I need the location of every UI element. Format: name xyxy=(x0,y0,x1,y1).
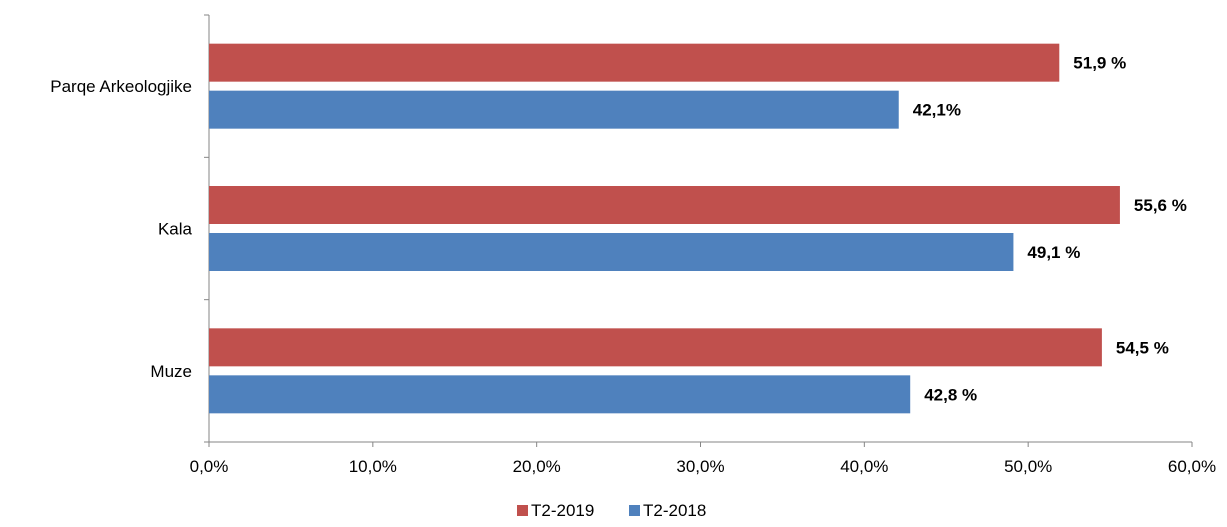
category-label: Muze xyxy=(150,362,192,381)
data-label: 54,5 % xyxy=(1116,338,1169,357)
bar-t2-2019 xyxy=(209,186,1120,224)
data-label: 49,1 % xyxy=(1027,243,1080,262)
bar-t2-2018 xyxy=(209,375,911,414)
data-label: 51,9 % xyxy=(1073,54,1126,73)
category-label: Parqe Arkeologjike xyxy=(50,77,192,96)
category-label: Kala xyxy=(158,220,193,239)
legend-swatch xyxy=(629,505,640,516)
data-label: 42,1% xyxy=(913,101,961,120)
x-tick-label: 0,0% xyxy=(190,457,229,476)
bar-t2-2018 xyxy=(209,233,1014,271)
legend-label: T2-2019 xyxy=(531,501,594,520)
x-tick-label: 20,0% xyxy=(513,457,561,476)
data-label: 55,6 % xyxy=(1134,196,1187,215)
data-label: 42,8 % xyxy=(924,385,977,404)
legend-swatch xyxy=(517,505,528,516)
bar-t2-2019 xyxy=(209,328,1102,367)
x-tick-label: 30,0% xyxy=(676,457,724,476)
data-labels: 51,9 % 42,1% 55,6 % 49,1 % 54,5 % 42,8 % xyxy=(913,54,1187,405)
x-tick-label: 10,0% xyxy=(349,457,397,476)
bar-t2-2019 xyxy=(209,43,1060,82)
bar-t2-2018 xyxy=(209,90,899,129)
x-tick-label: 40,0% xyxy=(840,457,888,476)
legend-label: T2-2018 xyxy=(643,501,706,520)
x-tick-label: 60,0% xyxy=(1168,457,1216,476)
x-tick-label: 50,0% xyxy=(1004,457,1052,476)
legend: T2-2019 T2-2018 xyxy=(517,501,706,520)
axes: 0,0% 10,0% 20,0% 30,0% 40,0% 50,0% 60,0% Parqe … xyxy=(50,14,1216,476)
bars xyxy=(209,43,1120,414)
